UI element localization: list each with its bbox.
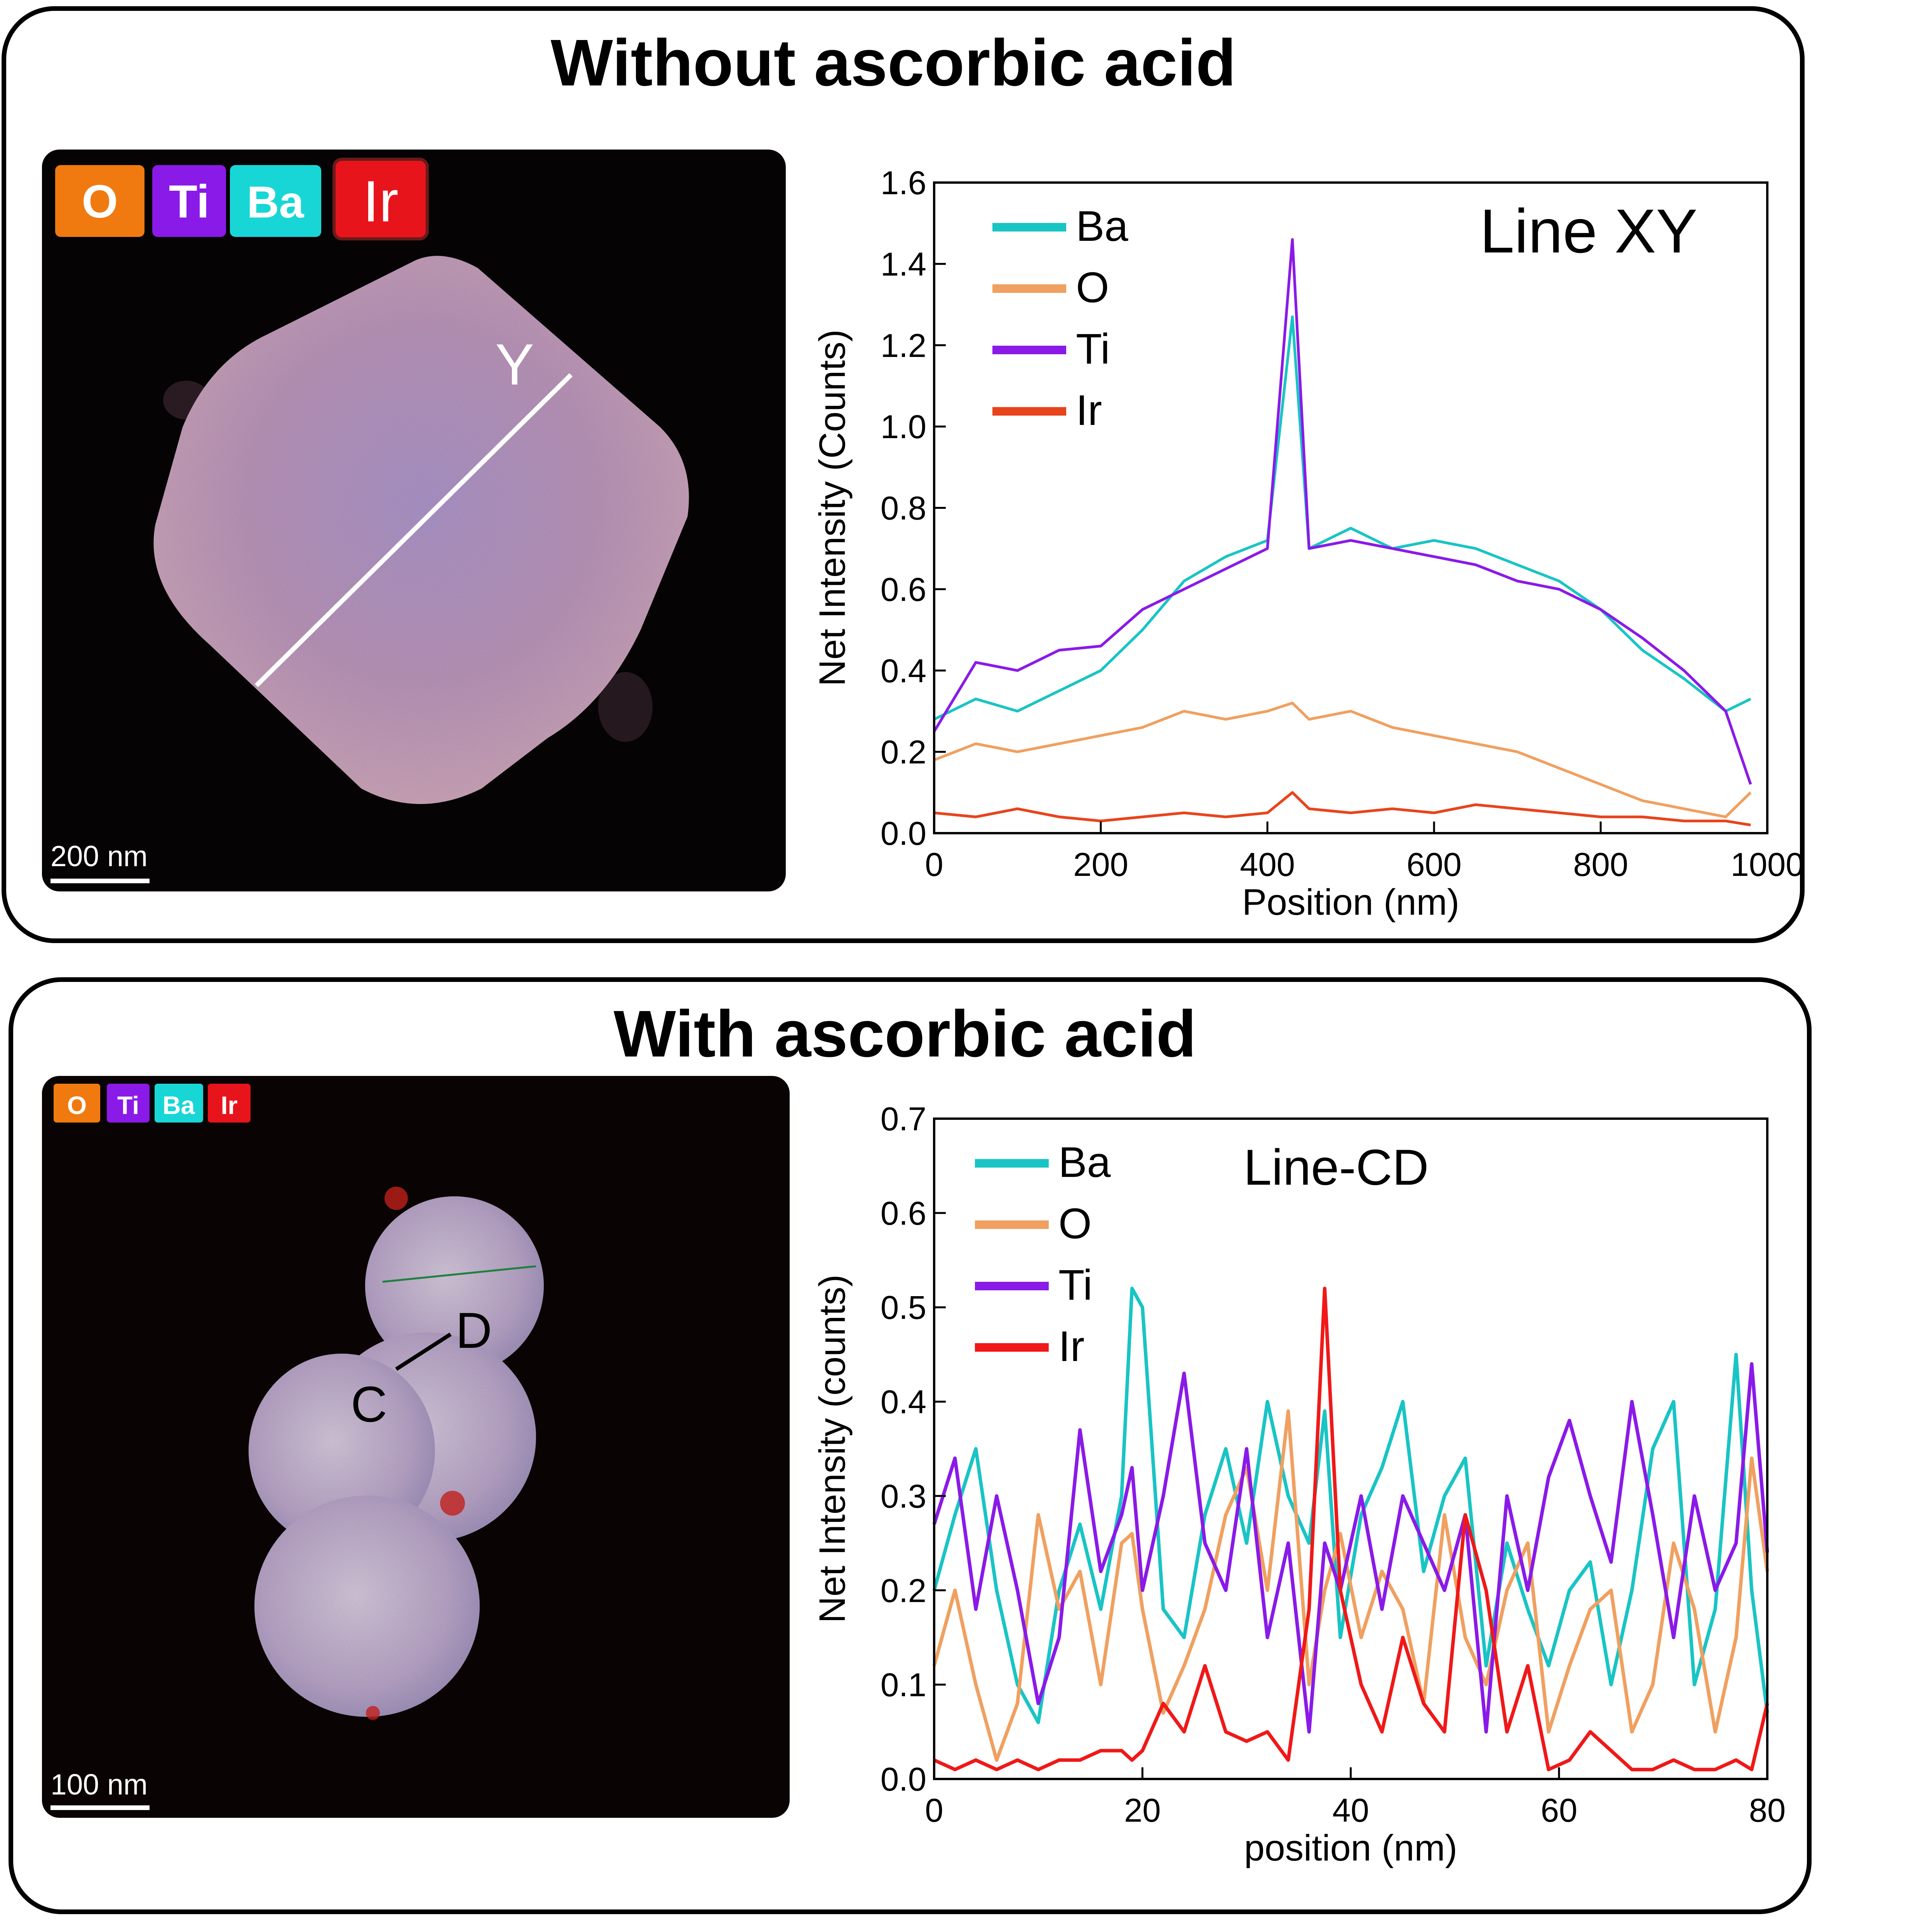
legend-swatch-ir	[208, 1084, 251, 1123]
eds-map-image: D C O Ti Ba Ir 100 nm	[42, 1076, 790, 1818]
y-tick-label: 0.6	[881, 571, 926, 608]
legend-label-ba: Ba	[162, 1091, 195, 1119]
y-tick-label: 1.6	[881, 165, 926, 202]
y-tick-label: 0.0	[881, 815, 926, 852]
panel-title: Without ascorbic acid	[551, 26, 1236, 100]
y-tick-label: 0.7	[881, 1101, 926, 1138]
x-axis-label: Position (nm)	[1242, 882, 1460, 923]
series-line-o	[933, 701, 1752, 818]
satellite-particle	[598, 672, 653, 742]
line-profile-chart-xy: 0 200 400 600 800 1000 0.0 0.2 0.4 0.6 0.8 1.0 1.2 1.…	[812, 165, 1804, 923]
legend-swatch-o	[54, 1084, 100, 1123]
legend-label-ti: Ti	[1058, 1261, 1093, 1309]
x-tick-label: 600	[1406, 846, 1462, 883]
y-tick-label: 1.4	[881, 246, 926, 283]
legend-label-o: O	[1058, 1200, 1092, 1248]
panel-with-ascorbic-acid: With ascorbic acid D C O Ti Ba Ir 100 nm	[9, 977, 1812, 1914]
chart-title: Line-CD	[1244, 1139, 1429, 1196]
y-tick-label: 0.0	[881, 1761, 926, 1798]
y-tick-label: 1.2	[881, 327, 926, 364]
x-tick-label: 40	[1332, 1792, 1369, 1829]
chart-title: Line XY	[1480, 196, 1697, 266]
legend-label-ba: Ba	[247, 178, 304, 227]
legend-label-ti: Ti	[117, 1091, 139, 1119]
line-scan-cd	[395, 1332, 452, 1371]
line-label-c: C	[351, 1376, 387, 1432]
series-line-ir	[934, 791, 1751, 827]
legend-swatch-ir	[332, 158, 429, 240]
legend-label-ir: Ir	[221, 1091, 237, 1119]
x-tick-label: 0	[925, 1792, 943, 1829]
line-scan-xy	[254, 373, 573, 688]
sphere-particle-top	[365, 1196, 544, 1375]
x-tick-label: 1000	[1730, 846, 1804, 883]
legend-label-ti: Ti	[169, 176, 209, 228]
y-tick-label: 0.4	[881, 1384, 926, 1421]
legend-label-ir: Ir	[1076, 386, 1102, 434]
y-tick-label: 1.0	[881, 409, 926, 446]
series-line-ba	[932, 1286, 1769, 1724]
series-line-o	[932, 1409, 1769, 1762]
scale-bar	[50, 1805, 150, 1810]
legend-label-ir: Ir	[363, 169, 399, 234]
eds-map-image: Y O Ti Ba Ir 200 nm	[42, 150, 786, 891]
legend-label-ba: Ba	[1076, 202, 1128, 250]
legend-swatch-o	[55, 165, 144, 237]
ir-cluster	[366, 1706, 380, 1720]
y-tick-label: 0.1	[881, 1667, 926, 1704]
x-axis-label: position (nm)	[1244, 1828, 1457, 1869]
legend-label-o: O	[82, 176, 118, 228]
sphere-particle-bottom	[254, 1495, 480, 1717]
y-axis-label: Net Intensity (counts)	[812, 1274, 853, 1623]
y-tick-label: 0.4	[881, 653, 926, 689]
y-tick-label: 0.6	[881, 1195, 926, 1232]
y-tick-label: 0.2	[881, 734, 926, 771]
legend-label-o: O	[1076, 264, 1109, 312]
legend-label-ti: Ti	[1076, 325, 1110, 373]
y-tick-label: 0.8	[881, 490, 926, 527]
y-tick-label: 0.5	[881, 1290, 926, 1326]
y-tick-label: 0.2	[881, 1572, 926, 1609]
x-tick-label: 0	[925, 846, 943, 883]
ir-cluster	[385, 1187, 408, 1210]
series-line-ba	[933, 315, 1751, 721]
legend-label-o: O	[67, 1091, 87, 1119]
legend-swatch-ti	[107, 1084, 150, 1123]
line-label-y: Y	[495, 332, 534, 397]
legend-label-ir: Ir	[1058, 1323, 1084, 1370]
legend-swatch-ti	[152, 165, 226, 237]
y-tick-label: 0.3	[881, 1478, 926, 1515]
x-tick-label: 80	[1749, 1792, 1786, 1829]
series-line-ir	[933, 1286, 1769, 1772]
legend-swatch-ba	[230, 165, 321, 237]
scale-bar-label: 200 nm	[50, 840, 148, 872]
y-axis-label: Net Intensity (Counts)	[812, 329, 853, 686]
panel-without-ascorbic-acid: Without ascorbic acid Y O Ti Ba Ir 200 n…	[2, 6, 1805, 943]
legend-label-ba: Ba	[1058, 1138, 1111, 1186]
scale-bar-label: 100 nm	[50, 1768, 148, 1801]
ir-cluster	[440, 1491, 465, 1516]
line-label-d: D	[456, 1302, 492, 1359]
panel-title: With ascorbic acid	[614, 997, 1197, 1071]
line-profile-chart-cd: 0 20 40 60 80 0.0 0.1 0.2 0.3 0.4 0.5 0.6 0.7 positio…	[812, 1101, 1786, 1869]
scale-bar	[50, 879, 150, 883]
x-tick-label: 20	[1124, 1792, 1161, 1829]
x-tick-label: 60	[1540, 1792, 1577, 1829]
series-line-ti	[933, 238, 1752, 785]
x-tick-label: 200	[1073, 846, 1128, 883]
x-tick-label: 800	[1573, 846, 1628, 883]
scan-guide	[382, 1265, 536, 1283]
legend-swatch-ba	[155, 1084, 203, 1123]
x-tick-label: 400	[1240, 846, 1295, 883]
